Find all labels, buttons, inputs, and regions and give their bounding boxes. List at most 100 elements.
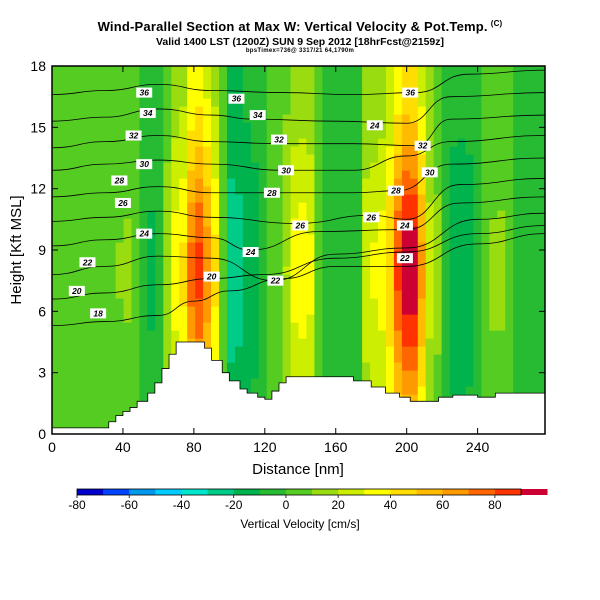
- field-cell: [67, 170, 77, 179]
- field-cell: [322, 138, 331, 147]
- field-cell: [75, 106, 85, 115]
- field-cell: [370, 338, 379, 347]
- field-cell: [163, 306, 172, 315]
- field-cell: [417, 186, 427, 195]
- field-cell: [155, 346, 164, 355]
- field-cell: [330, 114, 339, 123]
- field-cell: [290, 362, 300, 371]
- field-cell: [370, 266, 379, 275]
- field-cell: [322, 346, 331, 355]
- field-cell: [99, 130, 109, 139]
- field-cell: [322, 226, 331, 235]
- field-cell: [91, 418, 101, 427]
- field-cell: [330, 346, 339, 355]
- field-cell: [481, 266, 490, 275]
- field-cell: [75, 338, 85, 347]
- field-cell: [354, 162, 363, 171]
- field-cell: [52, 146, 61, 155]
- colorbar: -80 -60 -40 -20 0 20 40 60 80: [68, 488, 548, 512]
- field-cell: [250, 346, 260, 355]
- field-cell: [107, 122, 117, 131]
- field-cell: [378, 170, 387, 179]
- field-cell: [163, 186, 172, 195]
- field-cell: [473, 202, 482, 211]
- field-cell: [226, 242, 236, 251]
- field-cell: [513, 354, 522, 363]
- field-cell: [123, 322, 133, 331]
- field-cell: [417, 218, 427, 227]
- field-cell: [258, 202, 268, 211]
- field-cell: [521, 114, 530, 123]
- field-cell: [330, 226, 339, 235]
- field-cell: [346, 314, 355, 323]
- field-cell: [322, 154, 331, 163]
- field-cell: [75, 146, 85, 155]
- field-cell: [497, 162, 506, 171]
- colorbar-tick-label: 20: [331, 498, 345, 512]
- field-cell: [266, 210, 276, 219]
- field-cell: [354, 234, 363, 243]
- field-cell: [322, 218, 331, 227]
- field-cell: [211, 210, 220, 219]
- field-cell: [417, 290, 427, 299]
- field-cell: [338, 282, 347, 291]
- field-cell: [59, 250, 69, 259]
- field-cell: [99, 418, 109, 427]
- field-cell: [298, 282, 308, 291]
- field-cell: [354, 122, 363, 131]
- field-cell: [123, 354, 133, 363]
- field-cell: [521, 258, 530, 267]
- field-cell: [250, 258, 260, 267]
- field-cell: [99, 234, 109, 243]
- field-cell: [314, 258, 323, 267]
- field-cell: [115, 346, 125, 355]
- field-cell: [322, 370, 331, 379]
- field-cell: [203, 162, 212, 171]
- field-cell: [393, 386, 403, 395]
- field-cell: [139, 290, 149, 299]
- field-cell: [505, 186, 514, 195]
- field-cell: [131, 282, 141, 291]
- contour-label: 30: [281, 165, 291, 175]
- field-cell: [330, 130, 339, 139]
- field-cell: [370, 314, 379, 323]
- field-cell: [330, 146, 339, 155]
- field-cell: [481, 66, 490, 75]
- field-cell: [115, 226, 125, 235]
- field-cell: [187, 162, 196, 171]
- field-cell: [489, 162, 498, 171]
- field-cell: [266, 106, 276, 115]
- field-cell: [52, 394, 61, 403]
- chart-title: Wind-Parallel Section at Max W: Vertical…: [0, 19, 600, 34]
- field-cell: [401, 146, 411, 155]
- field-cell: [449, 146, 459, 155]
- field-cell: [330, 218, 339, 227]
- field-cell: [211, 322, 220, 331]
- field-cell: [171, 122, 180, 131]
- field-cell: [131, 250, 141, 259]
- field-cell: [425, 322, 435, 331]
- field-cell: [67, 90, 77, 99]
- field-cell: [131, 258, 141, 267]
- field-cell: [393, 274, 403, 283]
- field-cell: [481, 130, 490, 139]
- field-cell: [91, 122, 101, 131]
- field-cell: [250, 178, 260, 187]
- field-cell: [203, 226, 212, 235]
- field-cell: [378, 226, 387, 235]
- field-cell: [226, 346, 236, 355]
- field-cell: [529, 306, 538, 315]
- field-cell: [370, 218, 379, 227]
- field-cell: [306, 74, 316, 83]
- field-cell: [67, 394, 77, 403]
- field-cell: [513, 386, 522, 395]
- field-cell: [521, 378, 530, 387]
- field-cell: [179, 218, 188, 227]
- field-cell: [298, 194, 308, 203]
- field-cell: [171, 98, 180, 107]
- field-cell: [274, 322, 284, 331]
- field-cell: [393, 130, 403, 139]
- field-cell: [513, 162, 522, 171]
- field-cell: [179, 154, 188, 163]
- colorbar-swatch: [77, 489, 104, 495]
